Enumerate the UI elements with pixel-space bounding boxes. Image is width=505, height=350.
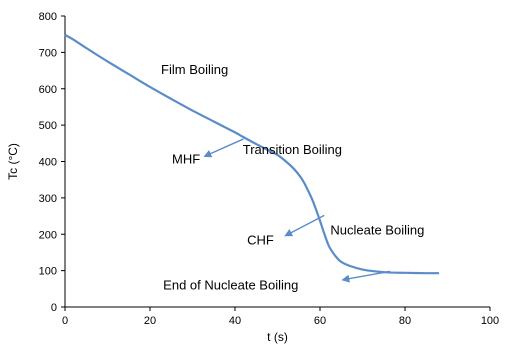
x-axis-title: t (s) — [267, 330, 288, 344]
y-tick-label: 700 — [39, 47, 57, 59]
annotation-label: CHF — [247, 232, 274, 247]
annotations: Film Boiling Transition Boiling Nucleate B… — [161, 62, 424, 292]
x-tick-label: 0 — [62, 315, 68, 327]
annotation-label: End of Nucleate Boiling — [163, 278, 298, 293]
chf-arrow — [284, 214, 325, 237]
y-tick-label: 500 — [39, 120, 57, 132]
series-line-0 — [64, 33, 440, 275]
annotation-label: Transition Boiling — [243, 142, 342, 157]
y-tick-label: 600 — [39, 84, 57, 96]
y-tick-label: 0 — [51, 302, 57, 314]
mhf-arrow — [203, 138, 244, 158]
x-tick-label: 60 — [314, 315, 326, 327]
x-tick-label: 80 — [399, 315, 411, 327]
x-tick-label: 100 — [481, 315, 499, 327]
annotation-label: MHF — [172, 151, 200, 166]
annotation-label: Nucleate Boiling — [330, 222, 424, 237]
end-arrow — [341, 270, 391, 283]
y-tick-label: 400 — [39, 157, 57, 169]
y-tick-label: 100 — [39, 266, 57, 278]
y-tick-label: 800 — [39, 11, 57, 23]
x-tick-label: 20 — [144, 315, 156, 327]
annotation-label: Film Boiling — [161, 62, 228, 77]
axes: 0 100 200 300 400 500 600 700 800 0 20 40 60 80 100 t (… — [6, 11, 499, 344]
y-tick-label: 300 — [39, 193, 57, 205]
y-tick-label: 200 — [39, 229, 57, 241]
x-tick-label: 40 — [229, 315, 241, 327]
y-axis-title: Tc (°C) — [6, 143, 20, 180]
series-layer — [64, 33, 440, 275]
